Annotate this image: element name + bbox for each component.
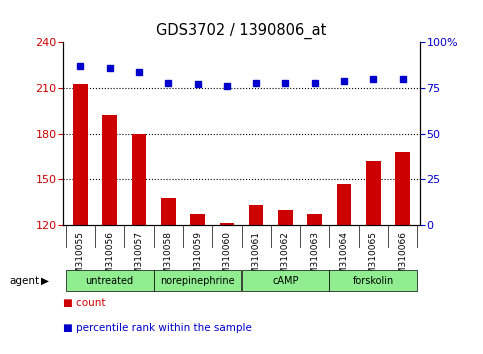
Bar bbox=[132, 134, 146, 225]
Bar bbox=[154, 270, 242, 291]
Bar bbox=[366, 161, 381, 225]
Bar bbox=[278, 210, 293, 225]
Bar bbox=[220, 223, 234, 225]
Bar bbox=[395, 152, 410, 225]
Text: norepinephrine: norepinephrine bbox=[160, 275, 235, 286]
Text: ■ percentile rank within the sample: ■ percentile rank within the sample bbox=[63, 323, 252, 333]
Bar bbox=[66, 270, 154, 291]
Bar bbox=[337, 184, 351, 225]
Text: untreated: untreated bbox=[85, 275, 134, 286]
Text: cAMP: cAMP bbox=[272, 275, 298, 286]
Bar bbox=[73, 84, 88, 225]
Bar bbox=[102, 115, 117, 225]
Bar bbox=[307, 214, 322, 225]
Text: GDS3702 / 1390806_at: GDS3702 / 1390806_at bbox=[156, 23, 327, 39]
Bar bbox=[161, 198, 176, 225]
Text: forskolin: forskolin bbox=[353, 275, 394, 286]
Bar bbox=[249, 205, 263, 225]
Text: ▶: ▶ bbox=[41, 275, 49, 286]
Text: agent: agent bbox=[10, 275, 40, 286]
Bar bbox=[190, 214, 205, 225]
Bar bbox=[242, 270, 329, 291]
Text: ■ count: ■ count bbox=[63, 298, 105, 308]
Bar bbox=[329, 270, 417, 291]
